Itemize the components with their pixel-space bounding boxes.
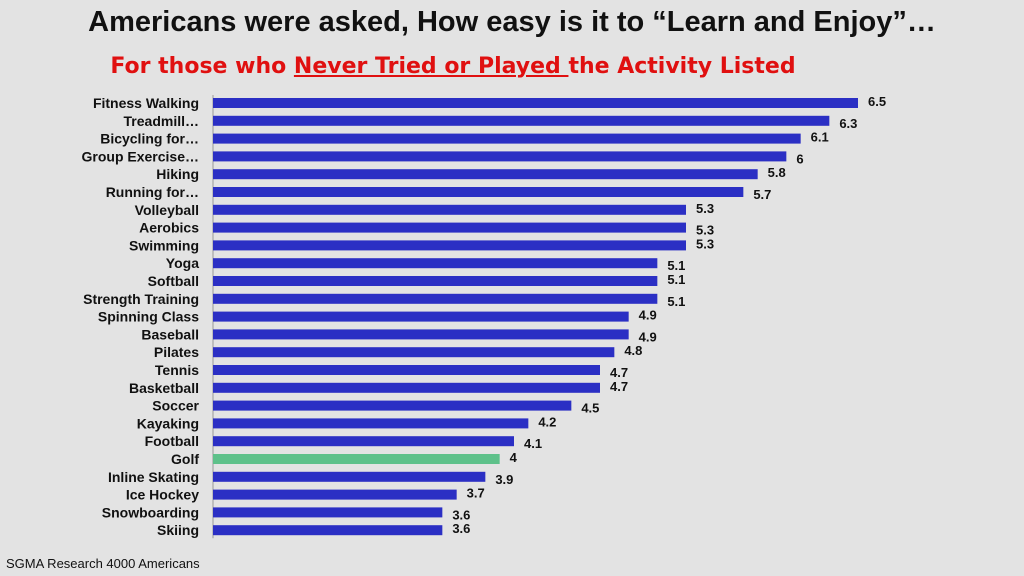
bar: [213, 115, 830, 126]
value-label: 6.3: [839, 116, 857, 131]
subtitle-underlined: Never Tried or Played: [293, 54, 569, 79]
bar: [213, 418, 529, 429]
bar: [213, 222, 686, 233]
bar: [213, 471, 486, 482]
value-label: 4.2: [538, 414, 556, 429]
bar: [213, 151, 787, 162]
category-label: Hiking: [156, 166, 199, 182]
value-label: 3.9: [495, 472, 513, 487]
value-label: 5.7: [753, 187, 771, 202]
value-label: 4: [510, 450, 518, 465]
subtitle-suffix: the Activity Listed: [568, 54, 796, 79]
category-label: Treadmill…: [124, 113, 199, 129]
value-label: 5.1: [667, 258, 685, 273]
bar: [213, 400, 572, 411]
value-label: 4.5: [581, 401, 599, 416]
source-note: SGMA Research 4000 Americans: [6, 556, 200, 571]
category-label: Fitness Walking: [93, 95, 199, 111]
bar: [213, 382, 600, 393]
bar: [213, 169, 758, 180]
bar: [213, 525, 443, 536]
bar: [213, 133, 801, 144]
bar: [213, 293, 658, 304]
category-label: Aerobics: [139, 220, 199, 236]
chart-title: Americans were asked, How easy is it to …: [88, 6, 936, 38]
value-label: 4.7: [610, 379, 628, 394]
bar: [213, 311, 629, 322]
category-label: Inline Skating: [108, 469, 199, 485]
value-label: 5.3: [696, 201, 714, 216]
bar: [213, 365, 600, 375]
value-label: 6.5: [868, 94, 886, 109]
category-label: Strength Training: [83, 291, 199, 307]
value-label: 4.8: [624, 343, 642, 358]
category-label: Yoga: [166, 255, 199, 271]
value-label: 5.3: [696, 236, 714, 251]
category-label: Volleyball: [135, 202, 199, 218]
bar: [213, 258, 658, 269]
category-label: Softball: [148, 273, 199, 289]
category-label: Pilates: [154, 344, 199, 360]
bar: [213, 347, 615, 358]
category-label: Snowboarding: [102, 504, 199, 520]
category-label: Swimming: [129, 237, 199, 253]
value-label: 3.6: [452, 507, 470, 522]
value-label: 5.3: [696, 223, 714, 238]
category-label: Bicycling for…: [100, 131, 199, 147]
category-label: Skiing: [157, 522, 199, 538]
value-label: 4.1: [524, 436, 542, 451]
category-label: Football: [145, 433, 199, 449]
category-label: Soccer: [152, 398, 199, 414]
category-label: Running for…: [106, 184, 199, 200]
category-label: Kayaking: [137, 415, 199, 431]
value-label: 3.6: [452, 521, 470, 536]
bar: [213, 507, 443, 518]
bar: [213, 436, 514, 447]
bar: [213, 98, 858, 108]
category-label: Spinning Class: [98, 309, 199, 325]
category-label: Ice Hockey: [126, 487, 199, 503]
subtitle-prefix: For those who: [110, 54, 294, 79]
bar: [213, 240, 686, 251]
value-label: 3.7: [467, 486, 485, 501]
category-label: Group Exercise…: [82, 148, 200, 164]
value-label: 6: [796, 151, 803, 166]
category-label: Golf: [171, 451, 199, 467]
bar: [213, 489, 457, 500]
value-label: 4.9: [639, 308, 657, 323]
bar: [213, 329, 629, 340]
category-label: Tennis: [155, 362, 199, 378]
value-label: 5.1: [667, 272, 685, 287]
chart-subtitle: For those who Never Tried or Played the …: [0, 54, 906, 79]
value-label: 5.8: [768, 165, 786, 180]
category-label: Basketball: [129, 380, 199, 396]
value-label: 6.1: [811, 130, 829, 145]
bar: [213, 187, 744, 197]
bar: [213, 204, 686, 215]
bar: [213, 276, 658, 286]
value-label: 5.1: [667, 294, 685, 309]
category-label: Baseball: [141, 326, 199, 342]
value-label: 4.7: [610, 365, 628, 380]
bar: [213, 454, 500, 464]
value-label: 4.9: [639, 329, 657, 344]
